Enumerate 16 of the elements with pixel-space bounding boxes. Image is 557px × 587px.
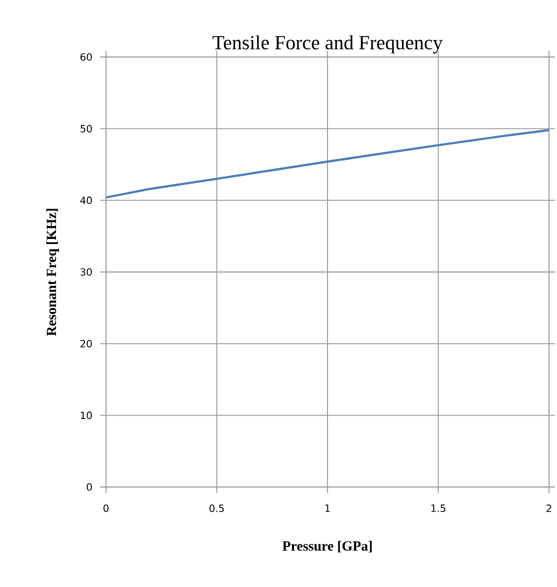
- x-tick-label: 0: [103, 504, 109, 512]
- x-tick-label: 1.5: [431, 504, 446, 512]
- y-tick-label: 50: [80, 124, 92, 132]
- chart-title: Tensile Force and Frequency: [212, 35, 443, 54]
- y-tick-label: 30: [80, 268, 92, 276]
- line-series: [106, 129, 549, 199]
- y-tick-label: 10: [80, 412, 92, 420]
- y-tick-label: 20: [80, 340, 92, 348]
- y-tick-label: 60: [80, 53, 92, 61]
- x-axis-title: Pressure [GPa]: [282, 540, 372, 552]
- x-tick-label: 0.5: [209, 504, 224, 512]
- x-tick-label: 2: [546, 504, 552, 512]
- y-tick-label: 0: [86, 483, 92, 491]
- x-tick-label: 1: [325, 504, 330, 512]
- y-tick-label: 40: [80, 196, 92, 204]
- y-axis-title: Resonant Freq [KHz]: [46, 208, 59, 336]
